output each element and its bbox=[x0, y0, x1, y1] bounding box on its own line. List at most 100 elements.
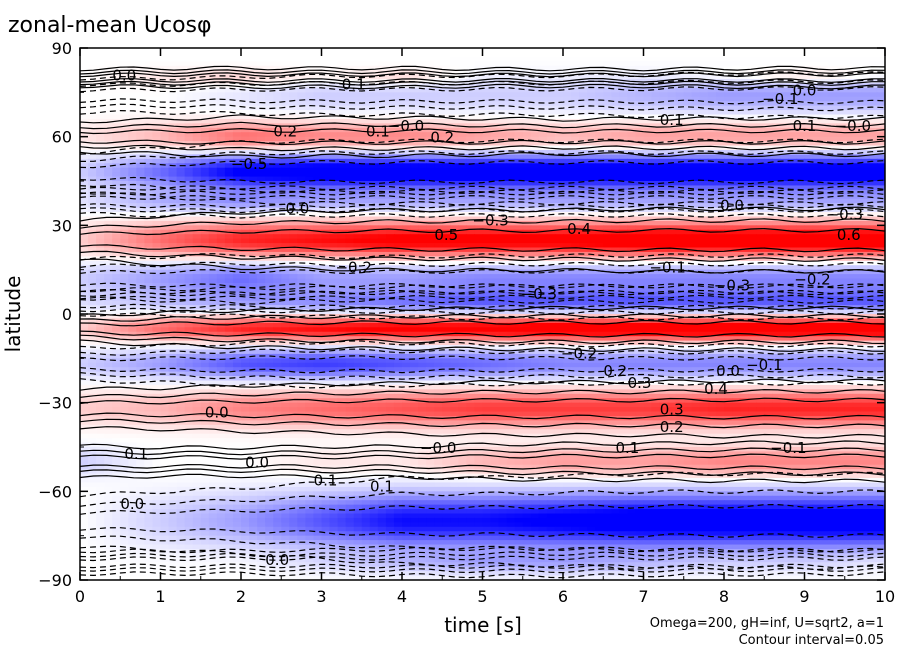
field-cell bbox=[530, 52, 540, 58]
field-cell bbox=[619, 105, 628, 111]
field-cell bbox=[595, 65, 604, 71]
field-cell bbox=[627, 185, 637, 191]
field-cell bbox=[216, 101, 226, 107]
field-cell bbox=[876, 229, 885, 235]
field-cell bbox=[530, 189, 540, 195]
field-cell bbox=[514, 203, 524, 209]
field-cell bbox=[498, 52, 508, 58]
field-cell bbox=[514, 110, 524, 116]
field-cell bbox=[788, 79, 798, 85]
field-cell bbox=[627, 145, 637, 151]
field-cell bbox=[860, 238, 870, 244]
field-cell bbox=[144, 203, 154, 209]
field-cell bbox=[224, 243, 234, 249]
field-cell bbox=[506, 110, 516, 116]
field-cell bbox=[490, 61, 500, 67]
field-cell bbox=[587, 114, 596, 120]
field-cell bbox=[208, 251, 218, 257]
field-cell bbox=[458, 216, 467, 222]
field-cell bbox=[836, 101, 846, 107]
field-cell bbox=[321, 61, 331, 67]
field-cell bbox=[232, 238, 242, 244]
field-cell bbox=[345, 234, 355, 240]
field-cell bbox=[273, 225, 282, 231]
field-cell bbox=[844, 185, 854, 191]
field-cell bbox=[740, 110, 749, 116]
field-cell bbox=[764, 260, 773, 266]
field-cell bbox=[128, 163, 137, 169]
field-cell bbox=[369, 260, 379, 266]
field-cell bbox=[273, 185, 282, 191]
field-cell bbox=[216, 172, 226, 178]
field-cell bbox=[458, 243, 467, 249]
field-cell bbox=[345, 207, 355, 213]
field-cell bbox=[651, 225, 661, 231]
field-cell bbox=[490, 136, 500, 142]
field-cell bbox=[554, 92, 564, 98]
field-cell bbox=[490, 238, 500, 244]
field-cell bbox=[474, 238, 484, 244]
field-cell bbox=[876, 56, 885, 62]
field-cell bbox=[522, 48, 532, 54]
field-cell bbox=[772, 181, 781, 187]
field-cell bbox=[764, 207, 773, 213]
field-cell bbox=[418, 110, 427, 116]
field-cell bbox=[796, 74, 806, 80]
field-cell bbox=[128, 234, 137, 240]
field-cell bbox=[281, 52, 290, 58]
field-cell bbox=[466, 114, 476, 120]
field-cell bbox=[305, 101, 315, 107]
field-cell bbox=[224, 56, 234, 62]
field-cell bbox=[273, 176, 282, 182]
field-cell bbox=[168, 136, 178, 142]
field-cell bbox=[361, 61, 371, 67]
field-cell bbox=[104, 79, 113, 85]
field-cell bbox=[868, 61, 878, 67]
field-cell bbox=[208, 247, 218, 253]
field-cell bbox=[112, 65, 121, 71]
field-cell bbox=[80, 220, 89, 226]
field-cell bbox=[683, 83, 693, 89]
field-cell bbox=[88, 163, 97, 169]
field-cell bbox=[724, 167, 733, 173]
field-cell bbox=[80, 70, 89, 76]
field-cell bbox=[659, 74, 669, 80]
field-cell bbox=[369, 65, 379, 71]
field-cell bbox=[482, 83, 492, 89]
field-cell bbox=[724, 265, 733, 271]
field-cell bbox=[643, 220, 653, 226]
field-cell bbox=[530, 74, 540, 80]
field-cell bbox=[482, 216, 492, 222]
field-cell bbox=[426, 70, 435, 76]
field-cell bbox=[643, 114, 653, 120]
field-cell bbox=[659, 87, 669, 93]
field-cell bbox=[490, 92, 500, 98]
field-cell bbox=[265, 132, 274, 138]
field-cell bbox=[281, 181, 290, 187]
field-cell bbox=[772, 167, 781, 173]
field-cell bbox=[643, 163, 653, 169]
field-cell bbox=[393, 87, 403, 93]
field-cell bbox=[595, 118, 604, 124]
field-cell bbox=[820, 96, 830, 102]
field-cell bbox=[321, 70, 331, 76]
field-cell bbox=[353, 251, 363, 257]
field-cell bbox=[756, 265, 765, 271]
field-cell bbox=[756, 185, 765, 191]
field-cell bbox=[249, 123, 258, 129]
field-cell bbox=[88, 132, 97, 138]
field-cell bbox=[667, 92, 677, 98]
field-cell bbox=[498, 225, 508, 231]
field-cell bbox=[788, 203, 798, 209]
field-cell bbox=[756, 145, 765, 151]
field-cell bbox=[772, 216, 781, 222]
field-cell bbox=[458, 114, 467, 120]
field-cell bbox=[732, 243, 741, 249]
field-cell bbox=[345, 265, 355, 271]
field-cell bbox=[691, 212, 701, 218]
field-cell bbox=[329, 56, 339, 62]
field-cell bbox=[506, 238, 516, 244]
field-cell bbox=[104, 238, 113, 244]
field-cell bbox=[611, 48, 620, 54]
field-cell bbox=[168, 149, 178, 155]
